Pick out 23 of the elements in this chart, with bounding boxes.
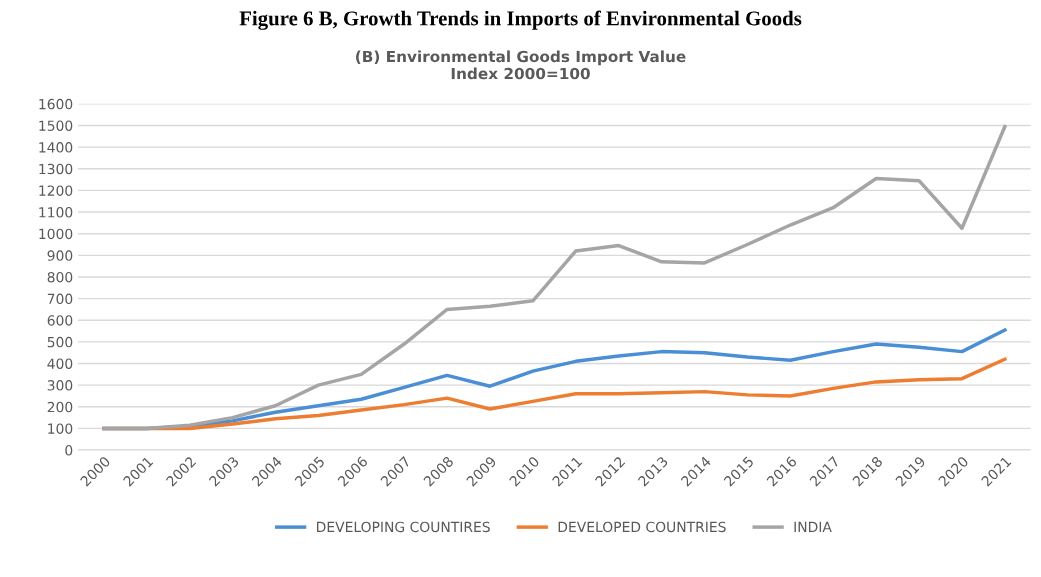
y-tick-label: 800 [47, 271, 73, 283]
chart-title: Figure 6 B, Growth Trends in Imports of Environmental Goods [239, 10, 802, 30]
chart-subtitle: (B) Environmental Goods Import Value Index 2000=100 [356, 50, 686, 80]
y-tick-label: 300 [47, 380, 73, 391]
y-tick-label: 600 [47, 315, 73, 326]
y-tick-label: 1600 [39, 98, 73, 110]
y-tick-label: 900 [47, 250, 73, 261]
y-tick-label: 100 [48, 423, 73, 434]
y-tick-label: 1400 [39, 142, 73, 153]
y-tick-label: 1300 [39, 163, 73, 175]
legend-label: DEVELOPING COUNTIRES [317, 521, 490, 533]
y-tick-label: 1100 [39, 207, 73, 218]
legend-label: INDIA [794, 521, 832, 532]
y-tick-label: 500 [47, 336, 73, 348]
line-series [102, 124, 1007, 431]
y-tick-label: 200 [47, 401, 73, 413]
legend-label: DEVELOPED COUNTRIES [558, 521, 726, 533]
y-tick-label: 1200 [39, 185, 73, 196]
y-tick-label: 400 [47, 358, 73, 369]
y-tick-label: 1000 [39, 228, 73, 240]
y-tick-label: 700 [47, 293, 73, 305]
y-tick-label: 0 [65, 445, 73, 456]
y-tick-label: 1500 [39, 120, 73, 131]
